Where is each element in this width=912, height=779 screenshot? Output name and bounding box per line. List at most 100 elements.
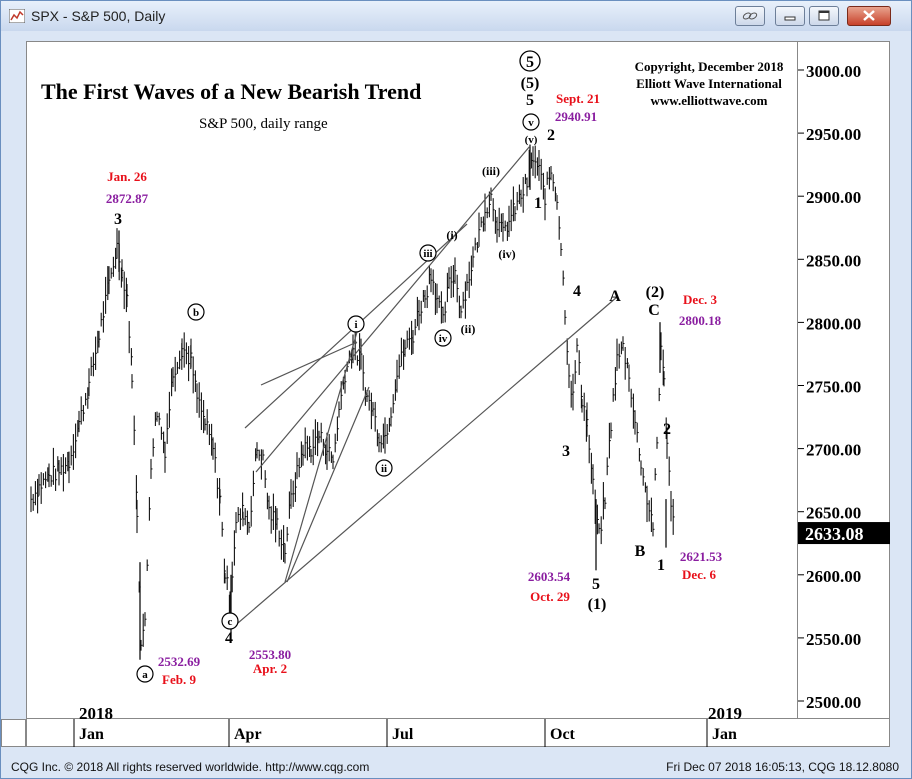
link-icon (742, 12, 758, 20)
chart-app-icon (9, 9, 25, 23)
wave-label: 2 (547, 127, 555, 144)
channel-line (286, 386, 370, 583)
annotation-price: 2940.91 (555, 109, 597, 124)
wave-label: 2 (663, 421, 671, 438)
channel-line (255, 145, 531, 473)
wave-label: (iv) (498, 247, 515, 261)
price-axis: 3000.00 2950.00 2900.00 2850.00 2800.00 2750.… (798, 41, 890, 719)
date-axis: Jan Apr Jul Oct Jan (26, 719, 890, 747)
title-bar[interactable]: SPX - S&P 500, Daily (1, 1, 911, 31)
wave-label: (2) (646, 284, 665, 301)
wave-label: 5 (592, 576, 600, 593)
close-button[interactable] (847, 6, 891, 26)
year-label-2018: 2018 (79, 704, 113, 720)
window-title: SPX - S&P 500, Daily (31, 8, 166, 24)
channel-line (230, 296, 618, 630)
price-bars (30, 144, 675, 660)
maximize-button[interactable] (809, 6, 839, 26)
wave-5-circle (519, 50, 541, 72)
wave-label: (iii) (482, 164, 500, 178)
wave-label: C (648, 302, 660, 319)
close-icon (863, 10, 875, 21)
wave-label-circle (221, 612, 239, 630)
x-tick-label: Oct (550, 726, 576, 743)
y-tick-label: 2750.00 (806, 378, 861, 397)
copyright-line-3: www.elliottwave.com (651, 93, 768, 108)
wave-label: 5 (526, 54, 534, 71)
wave-label-circle (187, 303, 205, 321)
wave-label: iv (439, 333, 448, 345)
wave-label: (5) (521, 75, 540, 92)
pin-button[interactable] (735, 6, 765, 26)
wave-label-circle (347, 315, 365, 333)
chart-subtitle: S&P 500, daily range (199, 116, 328, 132)
y-tick-label: 2850.00 (806, 251, 861, 270)
wave-label: c (228, 616, 233, 628)
copyright-line-1: Copyright, December 2018 (635, 59, 784, 74)
y-tick-label: 2900.00 (806, 188, 861, 207)
wave-label-circle (136, 665, 154, 683)
status-bar: CQG Inc. © 2018 All rights reserved worl… (1, 757, 911, 778)
annotation-date: Apr. 2 (253, 661, 287, 676)
x-tick-label: Jan (79, 726, 104, 743)
year-label-2019: 2019 (708, 704, 742, 720)
annotation-price: 2800.18 (679, 313, 722, 328)
annotation-price: 2872.87 (106, 191, 149, 206)
wave-label-circle (419, 244, 437, 262)
copyright-line-2: Elliott Wave International (636, 76, 782, 91)
date-axis-svg: Jan Apr Jul Oct Jan (73, 719, 737, 747)
price-axis-svg: 3000.00 2950.00 2900.00 2850.00 2800.00 2750.… (798, 62, 890, 712)
chart-svg: The First Waves of a New Bearish Trend S… (30, 50, 784, 723)
wave-label-circle (434, 329, 452, 347)
wave-label: 3 (114, 211, 122, 228)
wave-label: (ii) (461, 322, 476, 336)
y-tick-label: 2600.00 (806, 567, 861, 586)
annotation-date: Dec. 3 (683, 292, 717, 307)
channel-line (284, 331, 358, 583)
y-tick-label: 3000.00 (806, 62, 861, 81)
minimize-button[interactable] (775, 6, 805, 26)
chart-title: The First Waves of a New Bearish Trend (41, 79, 421, 104)
wave-label: a (142, 669, 148, 681)
x-tick-label: Jan (712, 726, 737, 743)
annotation-price: 2603.54 (528, 569, 571, 584)
annotation-price: 2621.53 (680, 549, 723, 564)
annotation-date: Feb. 9 (162, 672, 196, 687)
annotation-date: Sept. 21 (556, 91, 600, 106)
price-chart[interactable]: The First Waves of a New Bearish Trend S… (26, 41, 798, 723)
wave-label: 1 (657, 557, 665, 574)
wave-label: 1 (534, 195, 542, 212)
y-tick-label: 2700.00 (806, 441, 861, 460)
wave-label-circle (522, 113, 540, 131)
wave-label: b (193, 307, 199, 319)
wave-label: v (528, 117, 534, 129)
wave-label: 5 (526, 92, 534, 109)
status-copyright: CQG Inc. © 2018 All rights reserved worl… (11, 760, 370, 774)
wave-label: iii (423, 248, 432, 260)
annotation-date: Oct. 29 (530, 589, 570, 604)
y-tick-label: 2950.00 (806, 125, 861, 144)
wave-label: 4 (225, 630, 233, 647)
last-price-badge (798, 522, 890, 545)
wave-label: i (354, 319, 357, 331)
wave-label: (i) (446, 228, 457, 242)
maximize-icon (818, 10, 830, 21)
annotation-price: 2553.80 (249, 647, 291, 662)
axis-corner (1, 719, 26, 747)
annotation-date: Dec. 6 (682, 567, 716, 582)
y-tick-label: 2650.00 (806, 504, 861, 523)
wave-label: (v) (525, 134, 538, 146)
y-tick-label: 2550.00 (806, 630, 861, 649)
annotation-date: Jan. 26 (107, 169, 147, 184)
wave-label: A (609, 288, 621, 305)
channel-line (260, 341, 358, 386)
wave-label: 3 (562, 443, 570, 460)
minimize-icon (784, 16, 796, 21)
wave-label: ii (381, 463, 387, 475)
annotation-price: 2532.69 (158, 654, 201, 669)
wave-label: (1) (588, 596, 607, 613)
y-tick-label: 2800.00 (806, 314, 861, 333)
wave-label-circle (375, 459, 393, 477)
